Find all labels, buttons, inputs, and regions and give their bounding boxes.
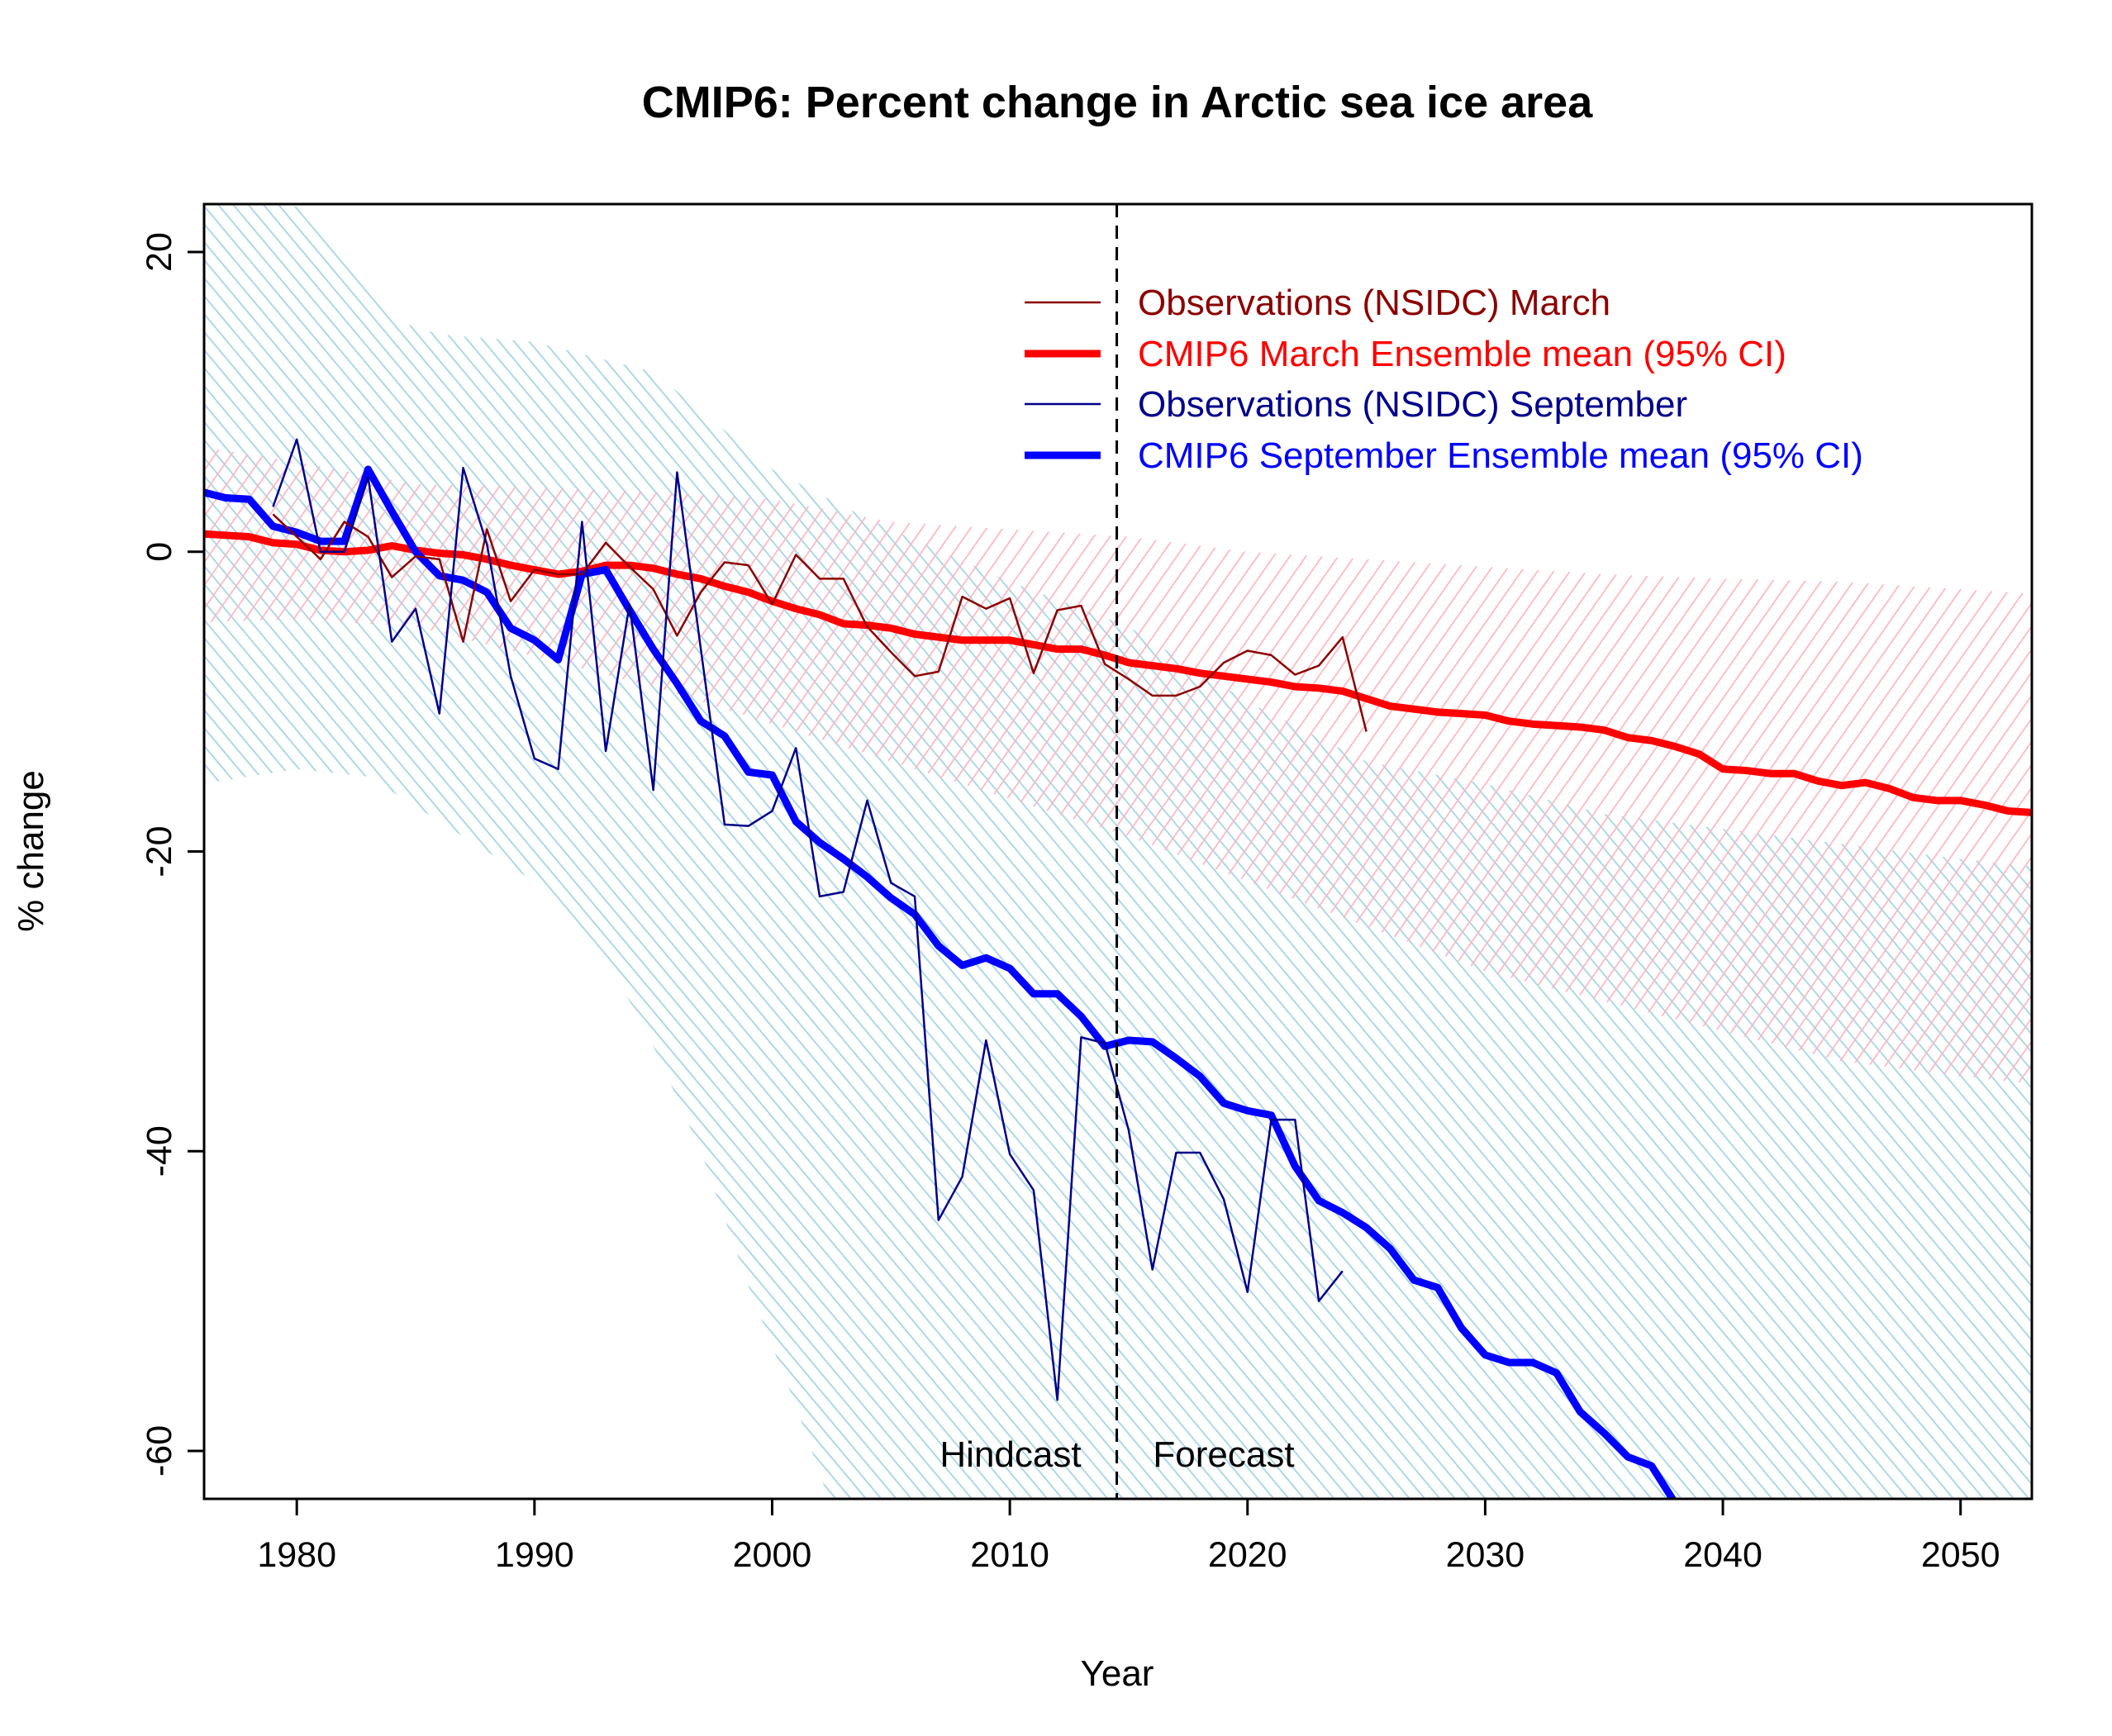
y-tick-label: -60 (140, 1425, 179, 1477)
y-axis-label: % change (11, 770, 51, 932)
x-tick-label: 2030 (1446, 1535, 1525, 1575)
y-tick-label: -40 (140, 1125, 179, 1177)
x-tick-label: 1980 (257, 1535, 336, 1575)
hindcast-label: Hindcast (939, 1434, 1081, 1475)
legend-label-cmip-sep: CMIP6 September Ensemble mean (95% CI) (1138, 435, 1863, 476)
line-obs-september (272, 438, 1344, 1401)
legend-label-obs-march: Observations (NSIDC) March (1138, 283, 1610, 323)
legend-label-obs-sep: Observations (NSIDC) September (1138, 384, 1687, 425)
x-tick-label: 2050 (1921, 1535, 2000, 1575)
line-obs-march (272, 513, 1368, 732)
legend-label-cmip-march: CMIP6 March Ensemble mean (95% CI) (1138, 334, 1786, 374)
x-tick-label: 1990 (495, 1535, 574, 1575)
forecast-label: Forecast (1153, 1434, 1294, 1475)
chart-title: CMIP6: Percent change in Arctic sea ice … (642, 78, 1593, 127)
legend: Observations (NSIDC) March CMIP6 March E… (1025, 283, 1863, 476)
x-tick-label: 2000 (733, 1535, 812, 1575)
line-cmip-september (204, 465, 1677, 1499)
x-tick-label: 2010 (970, 1535, 1049, 1575)
y-tick-label: -20 (140, 825, 179, 877)
x-axis-label: Year (1081, 1653, 1154, 1694)
x-tick-label: 2020 (1208, 1535, 1287, 1575)
x-tick-label: 2040 (1683, 1535, 1762, 1575)
y-tick-label: 0 (140, 542, 179, 562)
plot-area (204, 204, 2032, 1499)
y-tick-label: 20 (140, 232, 179, 272)
